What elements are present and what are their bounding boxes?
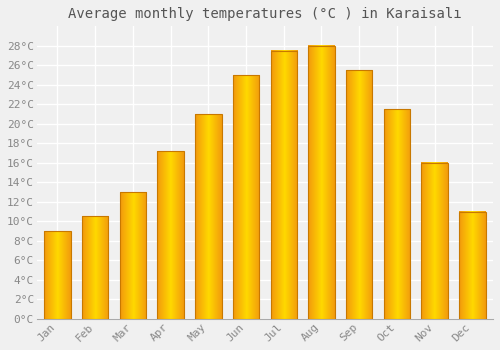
Bar: [82, 216, 108, 319]
Bar: [270, 51, 297, 319]
Bar: [44, 231, 70, 319]
Bar: [384, 109, 410, 319]
Bar: [459, 212, 485, 319]
Bar: [120, 192, 146, 319]
Bar: [308, 46, 334, 319]
Bar: [233, 75, 259, 319]
Bar: [422, 163, 448, 319]
Bar: [346, 70, 372, 319]
Bar: [195, 114, 222, 319]
Title: Average monthly temperatures (°C ) in Karaisalı: Average monthly temperatures (°C ) in Ka…: [68, 7, 462, 21]
Bar: [158, 151, 184, 319]
